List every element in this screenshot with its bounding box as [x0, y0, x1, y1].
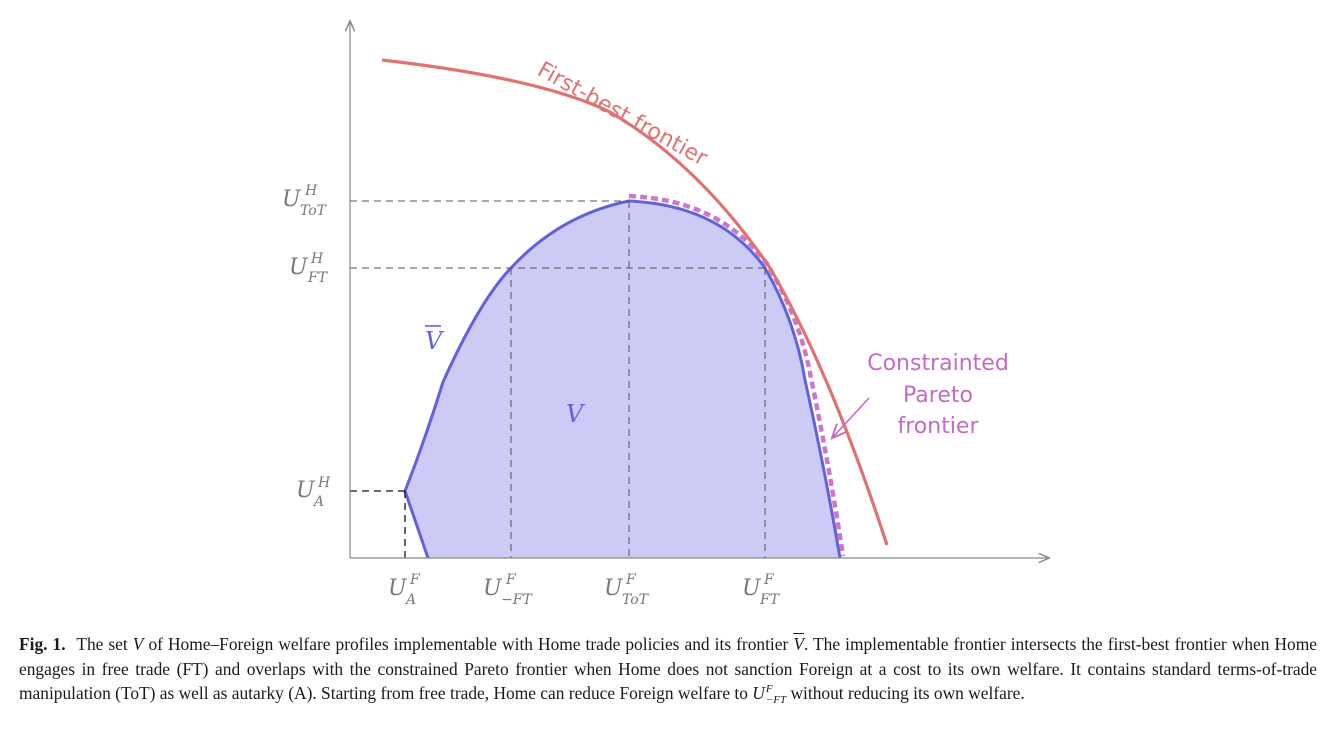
caption-text-1: The set	[76, 634, 128, 654]
svg-text:H: H	[317, 475, 331, 491]
svg-text:FT: FT	[759, 592, 781, 608]
svg-text:frontier: frontier	[897, 414, 979, 439]
svg-text:U: U	[742, 576, 762, 601]
svg-text:U: U	[388, 576, 408, 601]
first-best-frontier-label: First-best frontier	[533, 57, 712, 171]
caption-text-2: of Home–Foreign welfare profiles impleme…	[148, 634, 789, 654]
y-tick-label-tot: U H ToT	[282, 183, 328, 219]
welfare-diagram: U H ToT U H FT U H A U F A U F −FT U F T…	[282, 0, 1336, 608]
v-set-label: V	[566, 400, 586, 428]
svg-text:A: A	[312, 494, 324, 510]
x-tick-label-a: U F A	[388, 572, 421, 608]
svg-text:A: A	[404, 592, 416, 608]
x-tick-label-ft: U F FT	[742, 572, 781, 608]
v-bar-label: V	[425, 325, 445, 355]
constrained-pareto-arrow	[833, 397, 870, 437]
svg-text:U: U	[483, 576, 503, 601]
svg-text:U: U	[282, 187, 302, 212]
caption-symbol-u-scripts: F −FT	[765, 683, 787, 706]
svg-text:FT: FT	[307, 270, 329, 286]
caption-symbol-u: U	[752, 683, 765, 703]
constrained-pareto-label: Constrainted Pareto frontier	[867, 351, 1009, 439]
svg-text:F: F	[625, 572, 637, 588]
x-tick-label-tot: U F ToT	[604, 572, 650, 608]
figure-number: Fig. 1.	[19, 634, 66, 654]
figure-caption: Fig. 1. The set V of Home–Foreign welfar…	[19, 632, 1317, 706]
svg-text:H: H	[310, 251, 324, 267]
svg-text:F: F	[763, 572, 775, 588]
y-tick-label-ft: U H FT	[289, 251, 329, 286]
y-tick-label-a: U H A	[296, 475, 331, 510]
guide-lines	[350, 200, 766, 558]
first-best-frontier-curve	[381, 58, 889, 546]
caption-text-4: without reducing its own welfare.	[790, 683, 1025, 703]
svg-text:H: H	[304, 183, 318, 199]
svg-text:U: U	[296, 478, 316, 503]
implementable-set-region	[405, 201, 840, 558]
svg-text:−FT: −FT	[501, 592, 533, 608]
svg-text:Constrainted: Constrainted	[867, 351, 1009, 376]
svg-text:F: F	[409, 572, 421, 588]
svg-text:V: V	[425, 327, 445, 355]
caption-symbol-v: V	[132, 634, 144, 654]
x-tick-label-minus-ft: U F −FT	[483, 572, 533, 608]
caption-text-3: . The implementable frontier intersects …	[19, 634, 1317, 703]
svg-text:Pareto: Pareto	[903, 383, 973, 408]
svg-text:F: F	[505, 572, 517, 588]
svg-text:ToT: ToT	[622, 592, 650, 608]
caption-symbol-vbar: V	[793, 634, 804, 654]
svg-text:U: U	[289, 255, 309, 280]
constrained-pareto-frontier-curve	[628, 193, 846, 557]
svg-text:ToT: ToT	[300, 203, 328, 219]
svg-text:U: U	[604, 576, 624, 601]
